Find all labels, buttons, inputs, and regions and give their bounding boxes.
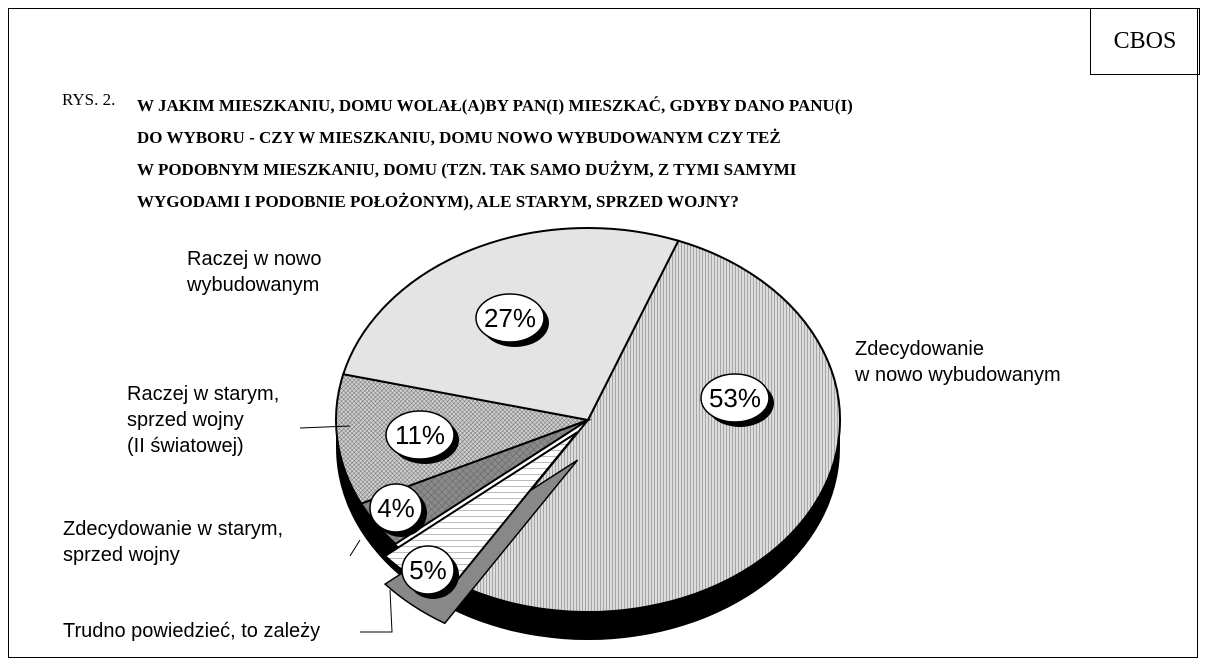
pie-slice (453, 239, 841, 613)
category-label: Raczej w starym, sprzed wojny (II świato… (127, 383, 280, 457)
label-bubble (401, 545, 455, 595)
frame (8, 8, 1198, 658)
category-label: Zdecydowanie w nowo wybudowanym (855, 338, 1061, 386)
label-bubble (369, 483, 423, 533)
category-label: Raczej w nowo wybudowanym (187, 248, 322, 296)
label-bubble (700, 373, 770, 423)
source-box: CBOS (1090, 8, 1200, 75)
value-label: 5% (409, 555, 447, 585)
label-bubble (475, 293, 545, 343)
value-label: 27% (484, 303, 536, 333)
label-bubble (385, 410, 455, 460)
figure-label: RYS. 2. (62, 90, 116, 109)
chart-title: W JAKIM MIESZKANIU, DOMU WOLAŁ(A)BY PAN(… (137, 96, 853, 211)
leader-line (349, 539, 361, 557)
category-label: Zdecydowanie w starym, sprzed wojny (63, 518, 284, 566)
value-label: 11% (395, 420, 445, 450)
leader-line (360, 589, 393, 633)
value-label: 4% (377, 493, 415, 523)
pie-slice (335, 373, 592, 505)
leader-line (299, 425, 351, 429)
value-label: 53% (709, 383, 761, 413)
category-label: Trudno powiedzieć, to zależy (63, 620, 321, 642)
